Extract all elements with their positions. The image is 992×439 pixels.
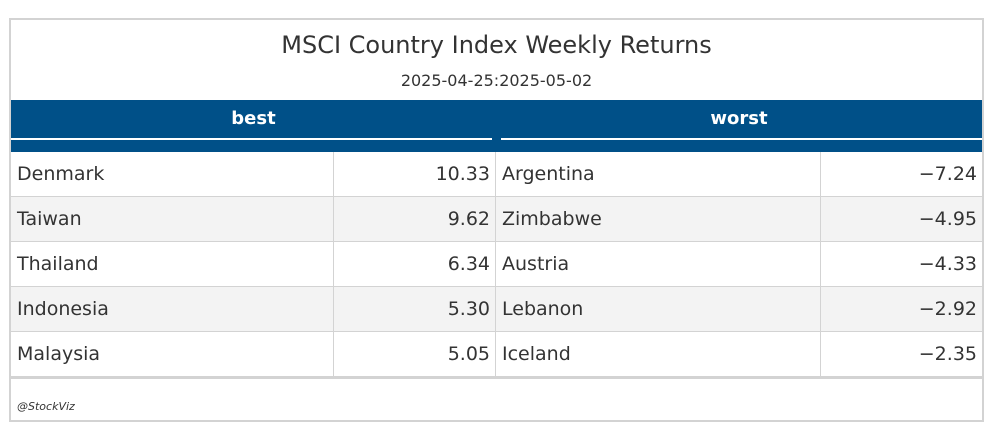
table-frame: MSCI Country Index Weekly Returns 2025-0…	[9, 18, 984, 422]
worst-value-cell: −4.33	[918, 253, 977, 275]
worst-country-cell: Argentina	[496, 152, 821, 196]
column-group-best-rule	[11, 138, 492, 140]
best-value-cell: 6.34	[334, 242, 496, 286]
best-country-cell: Denmark	[11, 152, 334, 196]
table-row: Thailand 6.34 Austria −4.33	[11, 242, 982, 287]
table-row: Taiwan 9.62 Zimbabwe −4.95	[11, 197, 982, 242]
best-value-cell: 10.33	[334, 152, 496, 196]
table-title: MSCI Country Index Weekly Returns	[281, 31, 712, 59]
best-value-cell: 9.62	[334, 197, 496, 241]
best-value-cell: 5.30	[334, 287, 496, 331]
worst-value-cell: −7.24	[918, 163, 977, 185]
worst-value-cell: −2.92	[918, 298, 977, 320]
column-group-worst: worst	[710, 108, 768, 129]
best-country-cell: Thailand	[11, 242, 334, 286]
column-group-header: best worst	[11, 100, 982, 152]
worst-country-cell: Austria	[496, 242, 821, 286]
worst-country-cell: Lebanon	[496, 287, 821, 331]
worst-country-cell: Iceland	[496, 332, 821, 376]
worst-value-cell: −4.95	[918, 208, 977, 230]
worst-value-cell: −2.35	[918, 343, 977, 365]
source-note: @StockViz	[17, 400, 75, 413]
best-country-cell: Taiwan	[11, 197, 334, 241]
best-value-cell: 5.05	[334, 332, 496, 376]
table-row: Denmark 10.33 Argentina −7.24	[11, 152, 982, 197]
table-row: Indonesia 5.30 Lebanon −2.92	[11, 287, 982, 332]
table-bottom-rule	[11, 377, 982, 379]
column-group-best: best	[231, 108, 276, 129]
best-country-cell: Malaysia	[11, 332, 334, 376]
column-group-worst-rule	[501, 138, 982, 140]
best-country-cell: Indonesia	[11, 287, 334, 331]
table-row: Malaysia 5.05 Iceland −2.35	[11, 332, 982, 377]
worst-country-cell: Zimbabwe	[496, 197, 821, 241]
table-subtitle: 2025-04-25:2025-05-02	[400, 71, 593, 90]
